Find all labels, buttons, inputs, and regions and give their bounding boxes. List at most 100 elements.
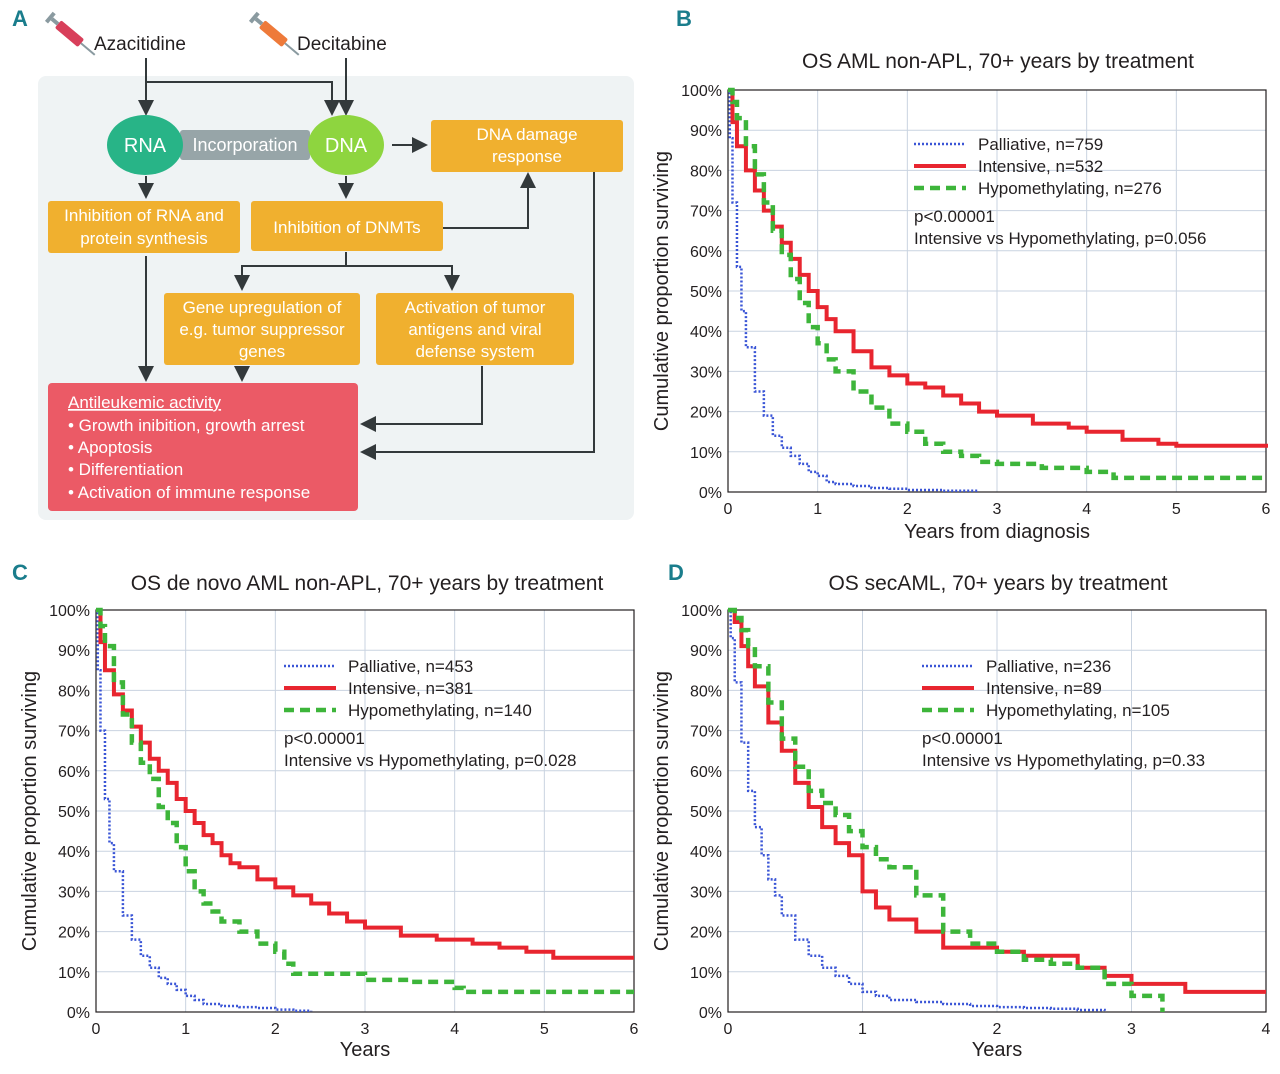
x-tick-label: 1	[858, 1021, 867, 1038]
syringe-icon	[248, 11, 300, 56]
series-line-dotted	[96, 608, 313, 1013]
y-tick-label: 60%	[58, 764, 90, 781]
annotation-text: p<0.00001	[914, 207, 995, 226]
y-tick-label: 100%	[49, 603, 90, 620]
y-tick-label: 100%	[681, 83, 722, 100]
dna-node	[308, 115, 384, 175]
chart-title: OS AML non-APL, 70+ years by treatment	[802, 50, 1194, 73]
series-line-dashed	[728, 87, 1266, 481]
y-tick-label: 0%	[699, 485, 722, 502]
dna-label: DNA	[325, 135, 368, 157]
y-tick-label: 10%	[58, 965, 90, 982]
x-tick-label: 3	[993, 501, 1002, 518]
y-tick-label: 40%	[690, 324, 722, 341]
series-line-dashed	[728, 607, 1165, 1012]
chart-d: 0% 10% 20% 30% 40% 50% 60% 70% 80% 90% 100% 0 1 2 3 4 OS…	[651, 572, 1271, 1061]
x-tick-label: 2	[903, 501, 912, 518]
x-tick-label: 0	[92, 1021, 101, 1038]
y-tick-label: 40%	[58, 844, 90, 861]
x-tick-label: 5	[540, 1021, 549, 1038]
antileukemic-item: • Differentiation	[68, 460, 183, 479]
legend-label: Hypomethylating, n=140	[348, 701, 532, 720]
legend-label: Hypomethylating, n=276	[978, 179, 1162, 198]
x-tick-label: 5	[1172, 501, 1181, 518]
y-tick-label: 70%	[690, 724, 722, 741]
rna-inhibition-label-2: protein synthesis	[80, 229, 208, 248]
x-tick-label: 2	[993, 1021, 1002, 1038]
dna-damage-label-1: DNA damage	[476, 125, 577, 144]
x-axis-label: Years from diagnosis	[904, 521, 1090, 543]
plot-frame	[727, 609, 1267, 1013]
dna-damage-label-2: response	[492, 147, 562, 166]
annotation-text: p<0.00001	[922, 729, 1003, 748]
y-tick-label: 100%	[681, 603, 722, 620]
panel-label-d: D	[668, 560, 684, 585]
series-line-dashed	[96, 607, 634, 995]
antigen-activation-label-3: defense system	[415, 342, 534, 361]
series-line-solid	[728, 608, 1266, 994]
y-tick-label: 50%	[58, 804, 90, 821]
x-tick-label: 0	[724, 501, 733, 518]
x-tick-label: 0	[724, 1021, 733, 1038]
legend-label: Intensive, n=532	[978, 157, 1103, 176]
y-tick-label: 70%	[58, 724, 90, 741]
y-tick-label: 90%	[690, 643, 722, 660]
y-tick-label: 0%	[67, 1005, 90, 1022]
y-tick-label: 60%	[690, 764, 722, 781]
panel-label-b: B	[676, 6, 692, 31]
y-tick-label: 30%	[690, 364, 722, 381]
incorporation-box	[180, 130, 310, 160]
y-tick-label: 90%	[690, 123, 722, 140]
rna-node	[107, 115, 183, 175]
x-tick-label: 1	[813, 501, 822, 518]
panel-label-c: C	[12, 560, 28, 585]
antigen-activation-box	[376, 293, 574, 365]
y-tick-label: 20%	[690, 925, 722, 942]
rna-inhibition-box	[48, 201, 240, 253]
y-tick-label: 80%	[690, 683, 722, 700]
gene-upregulation-label-2: e.g. tumor suppressor	[179, 320, 345, 339]
y-tick-label: 30%	[58, 884, 90, 901]
y-tick-label: 70%	[690, 204, 722, 221]
rna-inhibition-label-1: Inhibition of RNA and	[64, 206, 224, 225]
x-tick-label: 3	[1127, 1021, 1136, 1038]
annotation-text: Intensive vs Hypomethylating, p=0.33	[922, 751, 1205, 770]
y-tick-label: 80%	[58, 683, 90, 700]
x-tick-label: 4	[1262, 1021, 1271, 1038]
y-axis-label: Cumulative proportion surviving	[651, 671, 673, 951]
y-tick-label: 20%	[58, 925, 90, 942]
antigen-activation-label-2: antigens and viral	[408, 320, 541, 339]
series-line-dotted	[728, 88, 980, 493]
x-tick-label: 4	[1082, 501, 1091, 518]
y-tick-label: 90%	[58, 643, 90, 660]
syringe-icon	[44, 11, 96, 56]
x-tick-label: 1	[181, 1021, 190, 1038]
y-tick-label: 0%	[699, 1005, 722, 1022]
x-axis-label: Years	[972, 1039, 1022, 1061]
x-tick-label: 2	[271, 1021, 280, 1038]
legend-label: Palliative, n=759	[978, 135, 1103, 154]
incorporation-label: Incorporation	[192, 135, 297, 155]
series-line-solid	[728, 88, 1268, 448]
x-axis-label: Years	[340, 1039, 390, 1061]
panel-label-a: A	[12, 6, 28, 31]
series-line-solid	[96, 608, 634, 960]
plot-frame	[727, 89, 1267, 493]
annotation-text: Intensive vs Hypomethylating, p=0.028	[284, 751, 576, 770]
dna-damage-box	[431, 120, 623, 172]
y-tick-label: 40%	[690, 844, 722, 861]
legend-label: Hypomethylating, n=105	[986, 701, 1170, 720]
mechanism-diagram: Azacitidine Decitabine Incorporation RNA…	[38, 11, 634, 520]
gene-upregulation-box	[164, 293, 360, 365]
chart-title: OS secAML, 70+ years by treatment	[828, 572, 1167, 595]
legend-label: Intensive, n=89	[986, 679, 1102, 698]
y-tick-label: 10%	[690, 965, 722, 982]
x-tick-label: 6	[630, 1021, 639, 1038]
x-tick-label: 3	[361, 1021, 370, 1038]
y-axis-label: Cumulative proportion surviving	[651, 151, 673, 431]
legend-label: Intensive, n=381	[348, 679, 473, 698]
antileukemic-box	[48, 383, 358, 511]
rna-label: RNA	[124, 135, 167, 157]
annotation-text: p<0.00001	[284, 729, 365, 748]
diagram-arrows	[138, 58, 595, 460]
